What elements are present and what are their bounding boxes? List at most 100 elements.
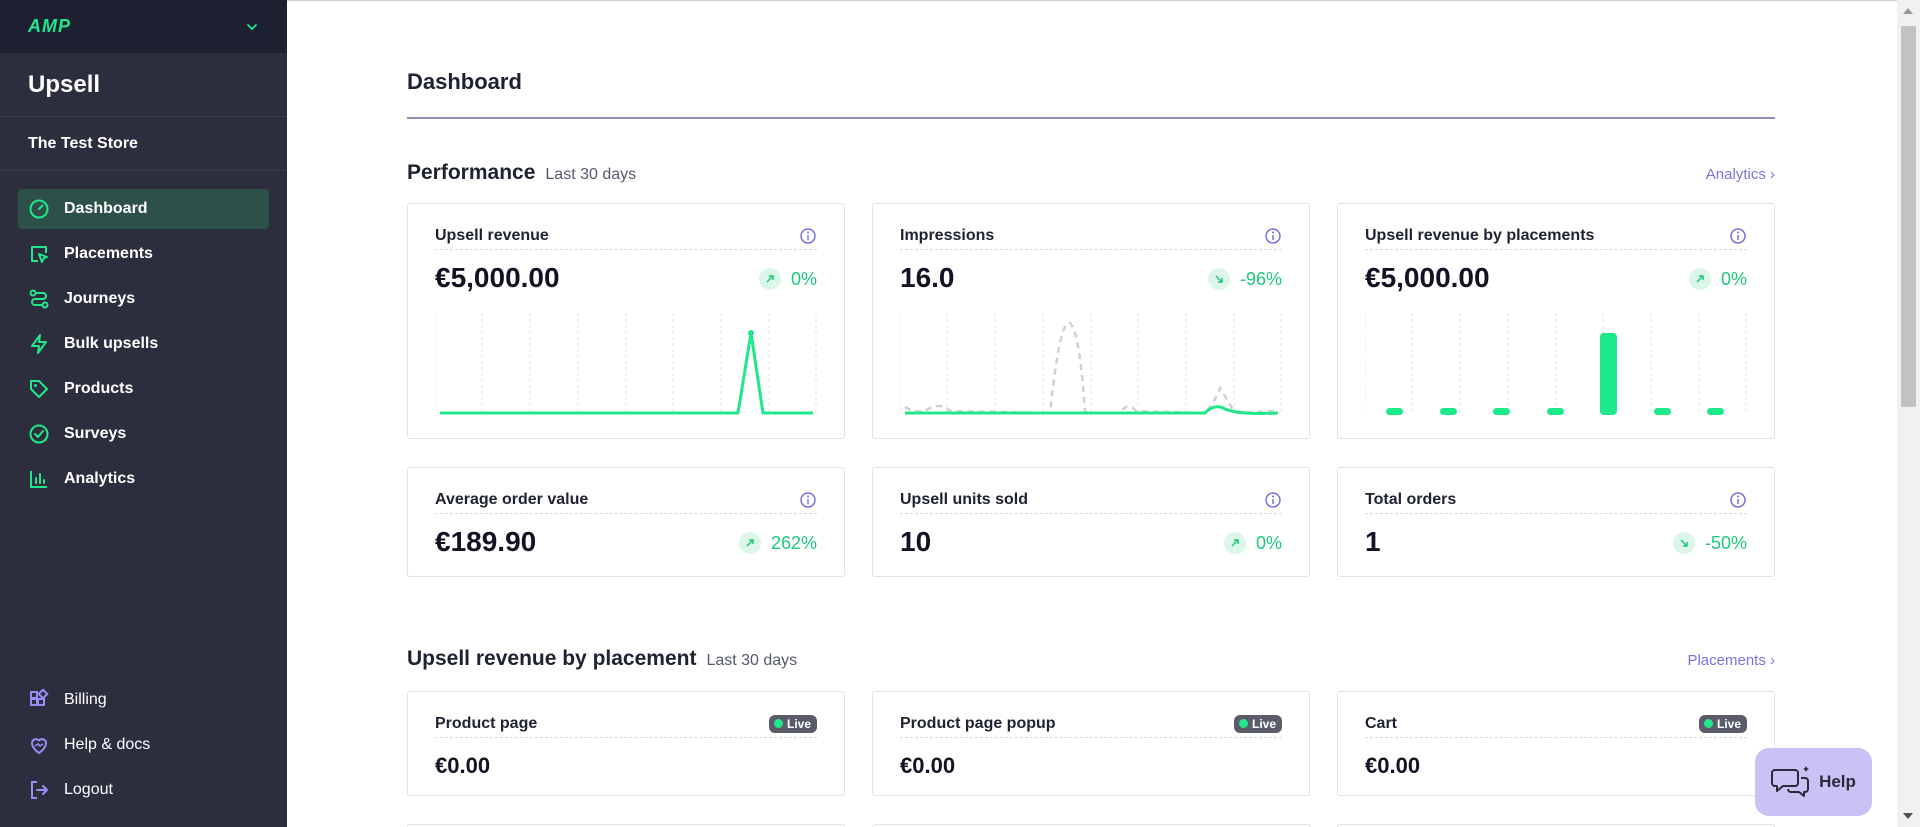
help-chat-button[interactable]: Help [1755,748,1872,816]
card-header: Upsell revenue by placements [1365,222,1747,250]
bar [1493,408,1510,415]
live-badge: Live [1698,714,1747,733]
placement-value: €0.00 [900,753,956,778]
placements-link[interactable]: Placements › [1687,652,1775,669]
placement-card-product-page[interactable]: Product page Live €0.00 [407,691,845,796]
nav-item-dashboard[interactable]: Dashboard [18,189,269,229]
bar-chart-revenue-by-placements [1365,313,1747,415]
chevron-down-icon [247,23,257,30]
store-name: The Test Store [0,117,287,171]
route-icon [29,289,49,309]
nav-item-help-docs[interactable]: Help & docs [18,725,269,765]
card-header: Upsell units sold [900,486,1282,514]
placement-card-product-page-popup[interactable]: Product page popup Live €0.00 [872,691,1310,796]
card-title: Total orders [1365,490,1457,508]
nav-item-surveys[interactable]: Surveys [18,414,269,454]
bar-chart-icon [30,471,47,488]
bar [1386,408,1403,415]
scroll-thumb[interactable] [1901,26,1916,407]
nav-label: Products [64,380,134,397]
info-icon[interactable] [799,491,817,509]
change-indicator: 262% [738,532,817,554]
cursor-box-icon [31,246,48,263]
placements-header: Upsell revenue by placement Last 30 days… [407,647,1775,671]
metric-card-revenue-by-placements: Upsell revenue by placements €5,000.00 0… [1337,203,1775,439]
nav-item-analytics[interactable]: Analytics [18,459,269,499]
section-title: Upsell revenue by placement [407,647,697,670]
card-header: Impressions [900,222,1282,250]
trend-up-icon [758,268,781,290]
change-indicator: -96% [1207,268,1282,290]
badge-label: Live [1251,716,1276,731]
change-value: -96% [1239,268,1282,289]
title-divider [407,117,1775,119]
metric-card-total-orders: Total orders 1 -50% [1337,467,1775,577]
trend-up-icon [1223,532,1246,554]
live-badge: Live [768,714,817,733]
info-icon[interactable] [1264,227,1282,245]
nav-label: Surveys [64,425,127,442]
card-header: Product page Live [435,710,817,738]
sidebar: AMP Upsell The Test Store Dashboard Plac… [0,0,287,827]
page-scrollbar[interactable] [1897,0,1920,827]
change-indicator: 0% [1223,532,1282,554]
change-value: 0% [1720,268,1747,289]
bar [1440,408,1457,415]
card-title: Average order value [435,490,589,508]
card-title: Upsell units sold [900,490,1029,508]
live-dot-icon [1703,719,1713,728]
trend-up-icon [738,532,761,554]
card-header: Product page popup Live [900,710,1282,738]
nav-label: Journeys [64,290,136,307]
page-title: Dashboard [407,69,522,94]
placement-value: €0.00 [435,753,491,778]
placement-card-cart[interactable]: Cart Live €0.00 [1337,691,1775,796]
card-title: Upsell revenue [435,226,549,244]
card-header: Average order value [435,486,817,514]
nav-label: Logout [64,781,113,798]
info-icon[interactable] [1264,491,1282,509]
lightning-icon [31,334,47,354]
trend-down-icon [1207,268,1230,290]
change-indicator: -50% [1672,532,1747,554]
bar [1547,408,1564,415]
bottom-nav: Billing Help & docs Logout [18,680,269,815]
main-nav: Dashboard Placements Journeys Bulk upsel… [0,171,287,499]
bar [1654,408,1671,415]
analytics-link[interactable]: Analytics › [1705,166,1775,183]
nav-item-products[interactable]: Products [18,369,269,409]
nav-item-placements[interactable]: Placements [18,234,269,274]
brand-switcher[interactable]: AMP [0,0,287,53]
scroll-up-icon[interactable] [1903,8,1913,14]
card-value: 16.0 [900,262,955,293]
card-value: 10 [900,526,932,557]
apps-icon [30,689,49,706]
card-title: Product page popup [900,714,1056,732]
metric-card-upsell-revenue: Upsell revenue €5,000.00 0% [407,203,845,439]
info-icon[interactable] [799,227,817,245]
nav-item-bulk-upsells[interactable]: Bulk upsells [18,324,269,364]
change-indicator: 0% [1688,268,1747,290]
chat-bubbles-icon [1771,766,1810,797]
nav-item-logout[interactable]: Logout [18,770,269,810]
change-value: 0% [1255,532,1282,553]
sparkline-upsell-revenue [435,313,817,415]
app-name: Upsell [0,53,287,117]
metric-card-average-order-value: Average order value €189.90 262% [407,467,845,577]
scroll-down-icon[interactable] [1903,813,1913,819]
info-icon[interactable] [1729,491,1747,509]
nav-label: Billing [64,691,107,708]
placement-card-partial [1337,824,1775,827]
nav-item-journeys[interactable]: Journeys [18,279,269,319]
info-icon[interactable] [1729,227,1747,245]
nav-item-billing[interactable]: Billing [18,680,269,720]
change-indicator: 0% [758,268,817,290]
badge-label: Live [1716,716,1741,731]
section-subtitle: Last 30 days [545,166,637,183]
card-value: 1 [1365,526,1381,557]
section-title: Performance [407,161,536,184]
nav-label: Analytics [64,470,136,487]
card-title: Cart [1365,714,1398,732]
trend-down-icon [1672,532,1695,554]
nav-label: Placements [64,245,153,262]
